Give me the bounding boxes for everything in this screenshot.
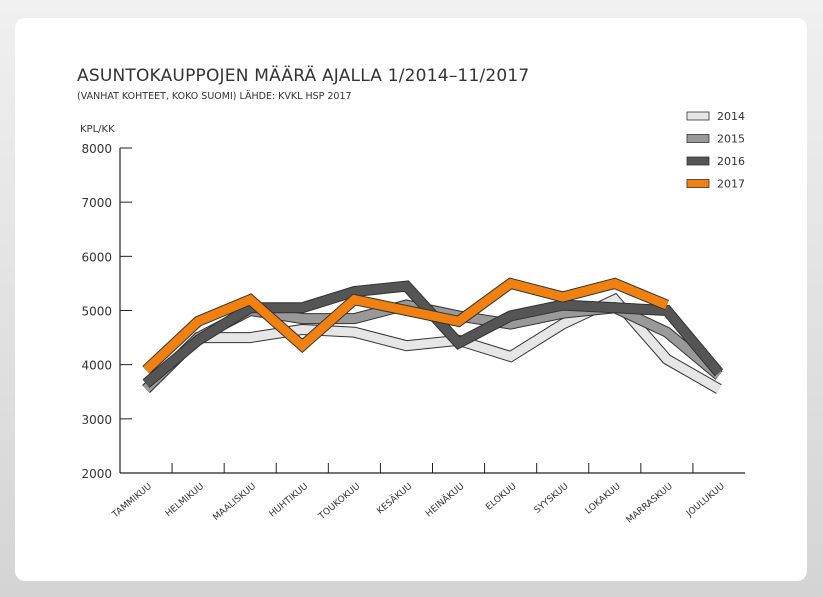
x-tick-label: HUHTIKUU (268, 482, 311, 520)
x-tick-label: HEINÄKUU (424, 481, 467, 520)
legend-swatch-2017 (686, 179, 710, 188)
x-tick-label: JOULUKUU (684, 482, 727, 520)
chart-title: ASUNTOKAUPPOJEN MÄÄRÄ AJALLA 1/2014–11/2… (77, 66, 530, 86)
y-tick-label: 3000 (81, 413, 112, 427)
y-axis-label: KPL/KK (80, 124, 115, 135)
x-tick-label: LOKAKUU (584, 482, 623, 517)
legend-label-2015: 2015 (717, 133, 745, 146)
legend-swatch-2015 (686, 134, 710, 143)
series-line-2017 (142, 278, 669, 374)
x-tick-label: KESÄKUU (375, 481, 415, 517)
x-tick-label: SYYSKUU (533, 482, 571, 516)
y-tick-label: 6000 (81, 250, 112, 264)
legend-swatch-2016 (686, 156, 710, 166)
legend-label-2016: 2016 (717, 155, 745, 168)
x-tick-label: MAALISKUU (211, 482, 258, 523)
y-tick-label: 8000 (81, 142, 112, 156)
x-tick-label: ELOKUU (484, 482, 518, 513)
y-tick-label: 7000 (81, 196, 112, 210)
chart-subtitle: (VANHAT KOHTEET, KOKO SUOMI) LÄHDE: KVKL… (77, 91, 352, 102)
y-tick-label: 5000 (81, 305, 112, 319)
legend-swatch-2014 (686, 111, 710, 121)
x-tick-label: MARRASKUU (625, 482, 675, 526)
chart-card (15, 18, 807, 581)
x-tick-label: TOUKOKUU (316, 482, 362, 523)
legend-label-2014: 2014 (717, 110, 745, 123)
legend-label-2017: 2017 (717, 178, 745, 191)
x-tick-label: TAMMIKUU (110, 482, 154, 521)
x-tick-label: HELMIKUU (164, 482, 206, 520)
y-tick-label: 4000 (81, 359, 112, 373)
y-tick-label: 2000 (81, 467, 112, 481)
